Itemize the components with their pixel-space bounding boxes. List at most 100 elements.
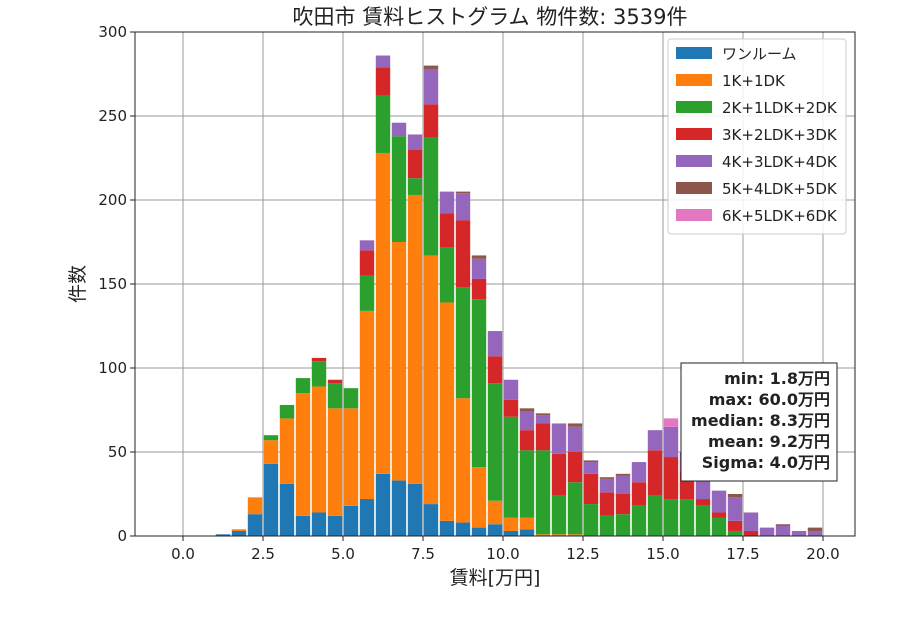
bar-4-15	[439, 213, 455, 248]
bar-6-36	[775, 524, 791, 526]
bar-3-24	[583, 504, 599, 536]
bar-2-14	[423, 255, 439, 505]
x-tick-label: 7.5	[411, 545, 435, 563]
bar-4-11	[375, 67, 391, 96]
legend-label: ワンルーム	[722, 45, 797, 63]
bar-6-26	[615, 473, 631, 476]
legend-swatch	[676, 47, 712, 59]
bar-3-20	[519, 450, 535, 518]
bar-3-12	[391, 136, 407, 242]
bar-3-22	[551, 495, 567, 535]
legend-swatch	[676, 128, 712, 140]
bar-2-11	[375, 152, 391, 474]
bar-1-17	[471, 527, 487, 536]
bar-1-1	[215, 534, 231, 536]
bar-2-20	[519, 517, 535, 530]
bar-5-35	[759, 527, 775, 536]
y-tick-label: 300	[98, 23, 127, 41]
stats-frame	[680, 362, 838, 482]
x-tick-label: 5.0	[331, 545, 355, 563]
bar-6-25	[599, 477, 615, 479]
bar-4-10	[359, 250, 375, 276]
bar-5-22	[551, 423, 567, 454]
bar-5-33	[727, 497, 743, 521]
bar-2-17	[471, 467, 487, 528]
bar-5-29	[663, 426, 679, 458]
y-tick-label: 0	[117, 527, 127, 545]
bar-5-13	[407, 134, 423, 150]
bar-3-9	[343, 388, 359, 409]
bar-1-11	[375, 473, 391, 536]
bar-2-15	[439, 302, 455, 521]
bar-3-19	[503, 416, 519, 518]
bar-3-21	[535, 450, 551, 535]
legend-swatch	[676, 182, 712, 194]
bar-5-14	[423, 68, 439, 105]
legend: ワンルーム 1K+1DK 2K+1LDK+2DK 3K+2LDK+3DK 4K+3LDK…	[667, 38, 847, 235]
bar-1-7	[311, 512, 327, 536]
bar-3-31	[695, 505, 711, 536]
bar-4-34	[743, 530, 759, 536]
x-axis-title: 賃料[万円]	[450, 567, 541, 589]
bar-4-24	[583, 473, 599, 505]
bar-4-27	[631, 482, 647, 506]
bar-5-17	[471, 258, 487, 279]
bar-5-10	[359, 240, 375, 251]
stats-box: min: 1.8万円 max: 60.0万円 median: 8.3万円 mean: …	[680, 362, 838, 482]
bar-3-14	[423, 137, 439, 256]
bar-1-15	[439, 520, 455, 536]
chart-title: 吹田市 賃料ヒストグラム 物件数: 3539件	[293, 5, 688, 29]
bar-2-5	[279, 418, 295, 484]
bar-3-32	[711, 517, 727, 536]
bar-5-28	[647, 430, 663, 451]
bar-5-20	[519, 411, 535, 431]
bar-1-12	[391, 480, 407, 536]
bar-1-4	[263, 463, 279, 536]
bar-4-13	[407, 149, 423, 179]
bar-2-18	[487, 500, 503, 525]
bar-4-19	[503, 399, 519, 417]
bar-5-32	[711, 490, 727, 513]
legend-label: 6K+5LDK+6DK	[722, 207, 838, 225]
bar-1-13	[407, 483, 423, 536]
bar-3-4	[263, 435, 279, 441]
legend-frame	[667, 38, 847, 235]
bar-4-26	[615, 494, 631, 515]
bar-5-36	[775, 525, 791, 536]
legend-label: 1K+1DK	[722, 72, 786, 90]
bar-5-16	[455, 193, 471, 221]
bar-1-16	[455, 522, 471, 536]
bar-6-14	[423, 65, 439, 69]
bar-3-6	[295, 378, 311, 394]
bar-4-28	[647, 450, 663, 496]
bar-6-16	[455, 191, 471, 194]
x-tick-label: 15.0	[646, 545, 679, 563]
y-ticks: 0 50 100 150 200 250 300	[98, 23, 135, 545]
bar-2-12	[391, 242, 407, 481]
bar-3-26	[615, 514, 631, 536]
bar-3-15	[439, 247, 455, 303]
y-axis-title: 件数	[67, 265, 89, 303]
legend-label: 4K+3LDK+4DK	[722, 153, 838, 171]
bar-1-19	[503, 530, 519, 536]
x-tick-label: 10.0	[486, 545, 519, 563]
bar-2-16	[455, 398, 471, 523]
bar-6-24	[583, 460, 599, 463]
bar-3-11	[375, 95, 391, 153]
bar-1-10	[359, 499, 375, 536]
bar-3-10	[359, 275, 375, 311]
bar-1-3	[247, 514, 263, 536]
legend-swatch	[676, 155, 712, 167]
stat-min: min: 1.8万円	[724, 369, 830, 388]
bar-4-16	[455, 220, 471, 288]
bar-2-9	[343, 408, 359, 506]
bar-1-18	[487, 524, 503, 536]
bar-6-23	[567, 423, 583, 427]
x-ticks: 0.0 2.5 5.0 7.5 10.0 12.5 15.0 17.5 20.0	[171, 536, 840, 563]
bar-4-18	[487, 356, 503, 384]
bar-5-34	[743, 512, 759, 531]
y-tick-label: 150	[98, 275, 127, 293]
bar-4-31	[695, 499, 711, 506]
